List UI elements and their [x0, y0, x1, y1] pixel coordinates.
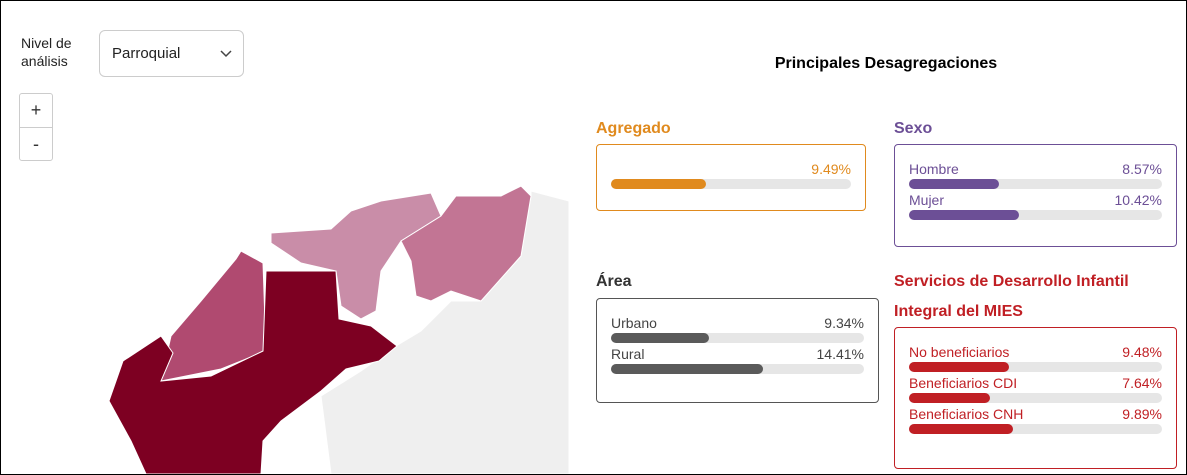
- bar-track: [909, 424, 1162, 434]
- map-region: [108, 270, 398, 474]
- panel-heading: Área: [596, 273, 632, 290]
- level-selected: Parroquial: [112, 45, 181, 62]
- panel-box: No beneficiarios 9.48% Beneficiarios CDI 7.…: [894, 327, 1177, 469]
- bar: [611, 333, 710, 343]
- panel-heading: Agregado: [596, 120, 671, 137]
- item-value: 9.49%: [811, 161, 851, 177]
- zoom-out-button[interactable]: -: [33, 134, 39, 154]
- item-row: No beneficiarios 9.48%: [909, 344, 1162, 362]
- map-region: [400, 185, 532, 302]
- item-row: 9.49%: [611, 161, 851, 179]
- zoom-in-button[interactable]: +: [20, 94, 52, 128]
- bar-track: [611, 333, 864, 343]
- bar-track: [611, 179, 851, 189]
- item-value: 14.41%: [816, 346, 864, 362]
- item-label: Rural: [611, 346, 645, 362]
- bar-track: [909, 393, 1162, 403]
- item-row: Beneficiarios CDI 7.64%: [909, 375, 1162, 393]
- bar: [909, 210, 1019, 220]
- bar: [909, 179, 1000, 189]
- item-value: 7.64%: [1122, 375, 1162, 391]
- item-label: Beneficiarios CDI: [909, 375, 1018, 391]
- item-row: Rural 14.41%: [611, 346, 864, 364]
- item-row: Beneficiarios CNH 9.89%: [909, 406, 1162, 424]
- item-row: Mujer 10.42%: [909, 192, 1162, 210]
- bar-track: [909, 210, 1162, 220]
- chevron-icon: [220, 50, 232, 58]
- level-select[interactable]: Parroquial: [99, 30, 244, 77]
- bar: [909, 424, 1014, 434]
- item-label: Hombre: [909, 161, 959, 177]
- item-label: Beneficiarios CNH: [909, 406, 1024, 422]
- panel-heading: Sexo: [894, 120, 933, 137]
- item-value: 8.57%: [1122, 161, 1162, 177]
- panel-box: 9.49%: [596, 144, 866, 211]
- item-label: Mujer: [909, 192, 945, 208]
- zoom-control: + -: [19, 93, 53, 161]
- bar-track: [909, 179, 1162, 189]
- item-value: 9.34%: [824, 315, 864, 331]
- item-row: Urbano 9.34%: [611, 315, 864, 333]
- item-label: Urbano: [611, 315, 657, 331]
- panel-heading: Servicios de Desarrollo Infantil Integra…: [894, 273, 1129, 320]
- map: [108, 185, 570, 474]
- item-value: 10.42%: [1114, 192, 1162, 208]
- bar-track: [909, 362, 1162, 372]
- item-row: Hombre 8.57%: [909, 161, 1162, 179]
- bar: [909, 393, 990, 403]
- panel-box: Urbano 9.34% Rural 14.41%: [596, 298, 879, 403]
- panel-title: Principales Desagregaciones: [774, 55, 998, 72]
- bar: [909, 362, 1009, 372]
- map-region: [270, 192, 442, 320]
- bar-track: [611, 364, 864, 374]
- bar: [611, 179, 706, 189]
- bar: [611, 364, 763, 374]
- item-value: 9.48%: [1122, 344, 1162, 360]
- item-label: No beneficiarios: [909, 344, 1010, 360]
- level-label: Nivel de análisis: [21, 35, 72, 69]
- panel-box: Hombre 8.57% Mujer 10.42%: [894, 144, 1177, 247]
- item-value: 9.89%: [1122, 406, 1162, 422]
